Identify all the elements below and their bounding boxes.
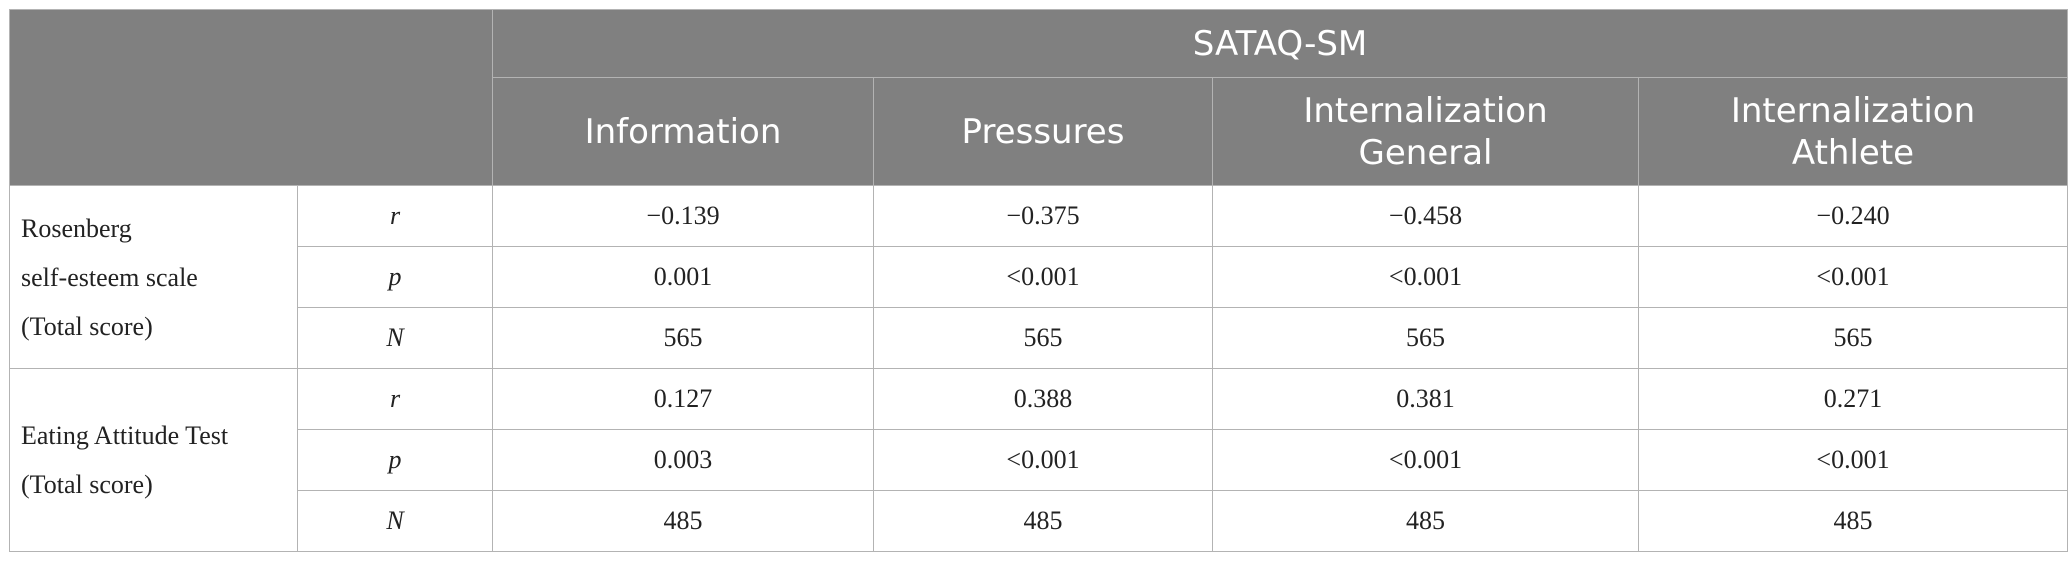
group-label-line: self-esteem scale — [21, 262, 198, 292]
table-row: p 0.003 <0.001 <0.001 <0.001 — [10, 429, 2068, 491]
table-cell: <0.001 — [1212, 429, 1639, 491]
table-row: N 485 485 485 485 — [10, 490, 2068, 552]
header-corner-cell — [9, 9, 493, 186]
table-cell: 0.127 — [492, 368, 874, 430]
table-cell: 485 — [1637, 490, 2068, 552]
table-cell: 565 — [1637, 307, 2068, 369]
table-cell: 0.388 — [873, 368, 1213, 430]
column-header-line: Information — [584, 111, 782, 152]
table-cell: −0.375 — [873, 185, 1213, 247]
column-header-line: Athlete — [1791, 132, 1915, 173]
table-cell: 565 — [1212, 307, 1639, 369]
row-group-label-eating-attitude-test: Eating Attitude Test (Total score) — [9, 368, 298, 552]
stat-label: r — [297, 185, 493, 247]
group-label-line: (Total score) — [21, 470, 153, 499]
table-cell: <0.001 — [1637, 246, 2068, 308]
column-header-internalization-general: Internalization General — [1212, 77, 1639, 186]
table-cell: 565 — [492, 307, 874, 369]
header-row-group: SATAQ-SM — [9, 9, 2068, 186]
column-header-line: Internalization — [1730, 90, 1976, 131]
table-cell: −0.139 — [492, 185, 874, 247]
table-header: SATAQ-SM Information Pressures Internali… — [9, 9, 2068, 186]
column-header-line: Internalization — [1303, 90, 1548, 131]
table-row: p 0.001 <0.001 <0.001 <0.001 — [10, 246, 2068, 308]
column-header-line: General — [1358, 132, 1493, 173]
table-row: N 565 565 565 565 — [10, 307, 2068, 369]
group-label-line: Eating Attitude Test — [21, 421, 229, 450]
stat-label: N — [297, 307, 493, 369]
group-label-line: Rosenberg — [21, 213, 132, 243]
table-cell: 0.271 — [1637, 368, 2068, 430]
column-header-information: Information — [492, 77, 874, 186]
column-header-internalization-athlete: Internalization Athlete — [1637, 77, 2068, 186]
table-cell: <0.001 — [1637, 429, 2068, 491]
table-cell: <0.001 — [873, 246, 1213, 308]
table-row: Eating Attitude Test (Total score) r 0.1… — [9, 368, 2068, 552]
stat-label: p — [297, 429, 493, 491]
table-cell: 0.003 — [492, 429, 874, 491]
header-group-label: SATAQ-SM — [491, 9, 2068, 78]
table-cell: <0.001 — [873, 429, 1213, 491]
column-header-pressures: Pressures — [873, 77, 1213, 186]
row-group-label-rosenberg: Rosenberg self-esteem scale (Total score… — [9, 185, 298, 369]
header-row-columns: Information Pressures Internalization Ge… — [10, 77, 2068, 186]
stat-label: r — [297, 368, 493, 430]
table-cell: 485 — [873, 490, 1213, 552]
stat-label: p — [297, 246, 493, 308]
correlation-table-container: SATAQ-SM Information Pressures Internali… — [9, 9, 2068, 552]
column-header-line: Pressures — [961, 111, 1125, 152]
table-cell: 0.381 — [1212, 368, 1639, 430]
correlation-table: SATAQ-SM Information Pressures Internali… — [9, 9, 2068, 552]
table-cell: −0.240 — [1637, 185, 2068, 247]
stat-label: N — [297, 490, 493, 552]
group-label-line: (Total score) — [21, 311, 153, 341]
table-body: Rosenberg self-esteem scale (Total score… — [9, 185, 2068, 552]
table-row: Rosenberg self-esteem scale (Total score… — [9, 185, 2068, 369]
table-cell: <0.001 — [1212, 246, 1639, 308]
table-cell: 565 — [873, 307, 1213, 369]
table-cell: −0.458 — [1212, 185, 1639, 247]
table-cell: 485 — [492, 490, 874, 552]
table-cell: 0.001 — [492, 246, 874, 308]
table-cell: 485 — [1212, 490, 1639, 552]
